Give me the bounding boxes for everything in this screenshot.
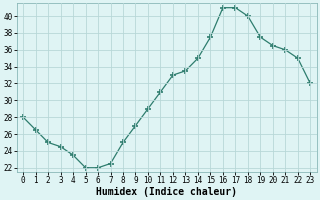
X-axis label: Humidex (Indice chaleur): Humidex (Indice chaleur) [96,186,237,197]
